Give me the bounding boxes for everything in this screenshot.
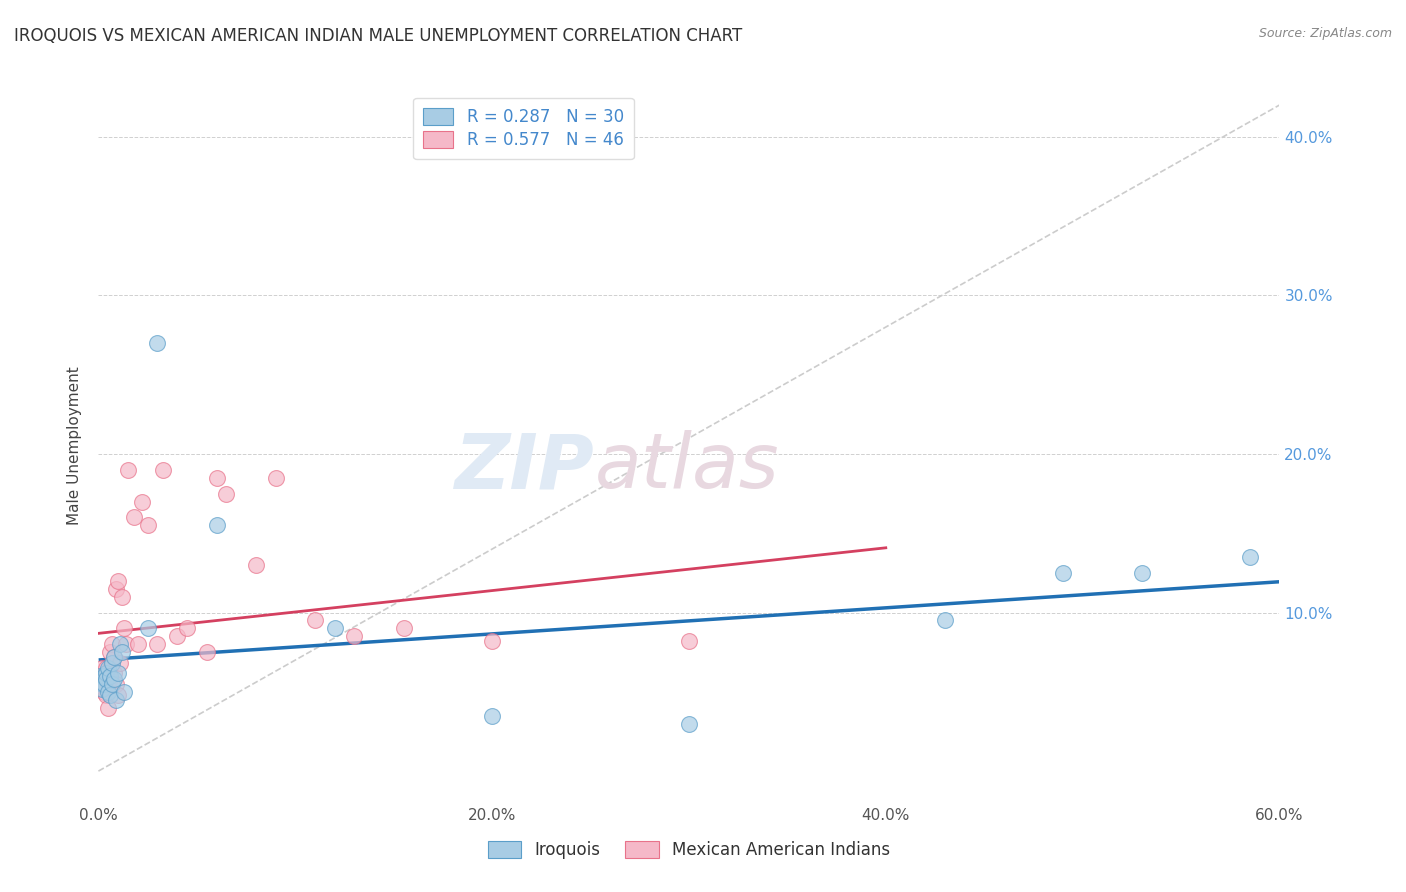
Point <box>205 471 228 485</box>
Point <box>98 688 121 702</box>
Point <box>96 672 118 686</box>
Point <box>111 590 134 604</box>
Point <box>127 637 149 651</box>
Point <box>97 661 120 675</box>
Point <box>91 677 114 691</box>
Text: IROQUOIS VS MEXICAN AMERICAN INDIAN MALE UNEMPLOYMENT CORRELATION CHART: IROQUOIS VS MEXICAN AMERICAN INDIAN MALE… <box>14 27 742 45</box>
Point <box>122 510 145 524</box>
Point <box>146 335 169 350</box>
Point <box>103 649 125 664</box>
Point <box>264 471 287 485</box>
Point <box>136 518 159 533</box>
Point <box>481 634 503 648</box>
Point <box>195 645 218 659</box>
Point <box>108 657 131 671</box>
Point <box>136 621 159 635</box>
Point <box>112 621 135 635</box>
Point <box>111 645 134 659</box>
Text: Source: ZipAtlas.com: Source: ZipAtlas.com <box>1258 27 1392 40</box>
Point <box>117 463 139 477</box>
Point <box>98 669 121 683</box>
Point <box>97 677 120 691</box>
Point <box>678 634 700 648</box>
Point <box>166 629 188 643</box>
Point <box>112 685 135 699</box>
Point <box>98 661 121 675</box>
Point <box>97 685 120 699</box>
Point <box>1239 549 1261 564</box>
Point <box>91 681 114 696</box>
Point <box>89 669 111 683</box>
Point <box>1052 566 1074 580</box>
Point <box>91 661 114 675</box>
Point <box>89 677 111 691</box>
Point <box>96 661 118 675</box>
Point <box>934 614 956 628</box>
Point <box>103 649 125 664</box>
Point <box>131 494 153 508</box>
Point <box>101 637 124 651</box>
Point <box>93 677 115 691</box>
Point <box>245 558 267 572</box>
Point <box>115 637 138 651</box>
Point <box>96 688 118 702</box>
Point <box>105 677 128 691</box>
Point <box>105 582 128 596</box>
Point <box>97 700 120 714</box>
Point <box>323 621 346 635</box>
Point <box>107 665 129 680</box>
Point <box>97 665 120 680</box>
Point <box>103 665 125 680</box>
Text: ZIP: ZIP <box>454 431 595 504</box>
Point <box>103 672 125 686</box>
Point <box>93 672 115 686</box>
Point <box>481 708 503 723</box>
Text: atlas: atlas <box>595 431 779 504</box>
Point <box>176 621 198 635</box>
Point <box>93 669 115 683</box>
Point <box>93 669 115 683</box>
Point <box>101 677 124 691</box>
Point <box>1130 566 1153 580</box>
Point <box>93 685 115 699</box>
Point <box>108 637 131 651</box>
Point <box>98 645 121 659</box>
Point <box>91 681 114 696</box>
Point <box>678 716 700 731</box>
Legend: Iroquois, Mexican American Indians: Iroquois, Mexican American Indians <box>481 834 897 866</box>
Point <box>215 486 238 500</box>
Point <box>304 614 326 628</box>
Point <box>101 657 124 671</box>
Point <box>152 463 174 477</box>
Point <box>107 688 129 702</box>
Point <box>205 518 228 533</box>
Point <box>89 669 111 683</box>
Point <box>392 621 415 635</box>
Point <box>96 665 118 680</box>
Point <box>101 657 124 671</box>
Y-axis label: Male Unemployment: Male Unemployment <box>67 367 83 525</box>
Point <box>105 692 128 706</box>
Point <box>98 672 121 686</box>
Point <box>343 629 366 643</box>
Point <box>107 574 129 588</box>
Point <box>146 637 169 651</box>
